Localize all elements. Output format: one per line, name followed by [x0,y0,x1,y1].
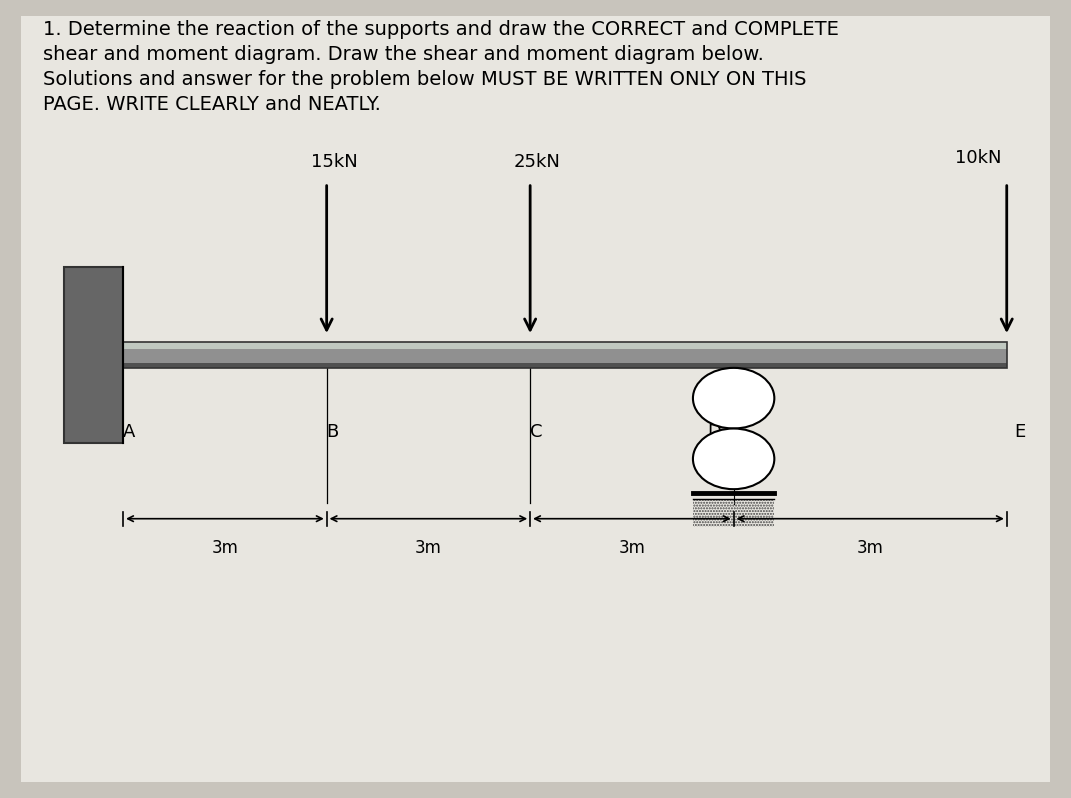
Text: A: A [123,423,136,441]
Circle shape [693,429,774,489]
Bar [64,267,123,443]
Text: C: C [530,423,543,441]
Text: 1. Determine the reaction of the supports and draw the CORRECT and COMPLETE
shea: 1. Determine the reaction of the support… [43,20,839,114]
FancyBboxPatch shape [21,16,1050,782]
Bar [123,342,1007,350]
Text: 15kN: 15kN [311,152,358,171]
Circle shape [693,368,774,429]
Bar [123,350,1007,363]
Text: 3m: 3m [414,539,442,557]
Text: 3m: 3m [618,539,646,557]
Text: 3m: 3m [857,539,884,557]
Bar [694,500,773,527]
Text: 10kN: 10kN [955,148,1001,167]
Text: 3m: 3m [211,539,239,557]
Bar [123,342,1007,368]
Text: B: B [327,423,338,441]
Bar [123,363,1007,368]
Text: E: E [1014,423,1026,441]
Text: 25kN: 25kN [514,152,561,171]
Text: D: D [707,423,721,441]
